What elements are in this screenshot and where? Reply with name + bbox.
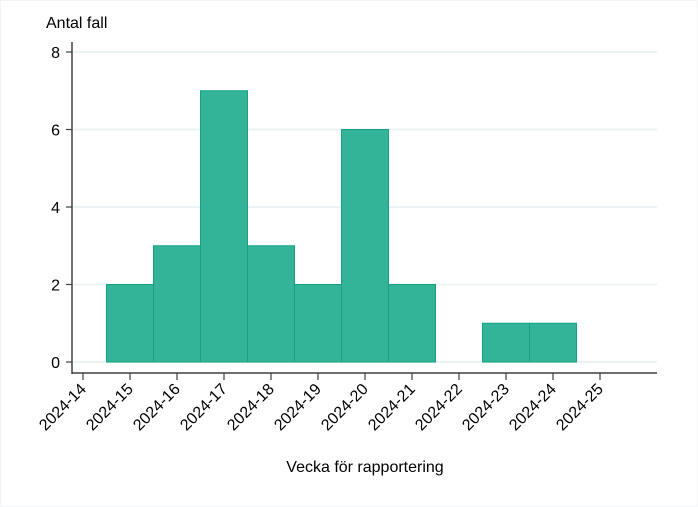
y-axis-ticks: 0 2 4 6 8: [51, 45, 72, 372]
bar-2024-21: [388, 284, 436, 363]
y-tick-label: 8: [51, 45, 60, 62]
bar-2024-18: [247, 245, 295, 363]
x-axis-ticks: 2024-142024-152024-162024-172024-182024-…: [36, 373, 607, 434]
bar-2024-20: [341, 129, 389, 363]
x-tick-label: 2024-17: [177, 381, 231, 435]
x-tick-label: 2024-22: [412, 381, 466, 435]
x-tick-label: 2024-15: [83, 381, 137, 435]
y-tick-label: 4: [51, 200, 60, 217]
x-tick-label: 2024-25: [553, 381, 607, 435]
x-tick-label: 2024-16: [130, 381, 184, 435]
x-tick-label: 2024-23: [459, 381, 513, 435]
bar-2024-19: [294, 284, 342, 363]
x-tick-label: 2024-18: [224, 381, 278, 435]
x-axis-title: Vecka för rapportering: [286, 459, 443, 476]
y-tick-label: 2: [51, 278, 60, 295]
bar-2024-16: [153, 245, 201, 363]
bar-2024-15: [106, 284, 154, 363]
bar-2024-17: [200, 90, 248, 363]
x-tick-label: 2024-20: [318, 381, 372, 435]
bar-2024-23: [482, 322, 530, 363]
y-axis-title: Antal fall: [46, 15, 107, 32]
x-tick-label: 2024-21: [365, 381, 419, 435]
bars: [106, 90, 577, 363]
x-tick-label: 2024-14: [36, 381, 90, 435]
x-tick-label: 2024-19: [271, 381, 325, 435]
bar-2024-24: [529, 322, 577, 363]
y-tick-label: 6: [51, 123, 60, 140]
x-tick-label: 2024-24: [506, 381, 560, 435]
y-tick-label: 0: [51, 355, 60, 372]
